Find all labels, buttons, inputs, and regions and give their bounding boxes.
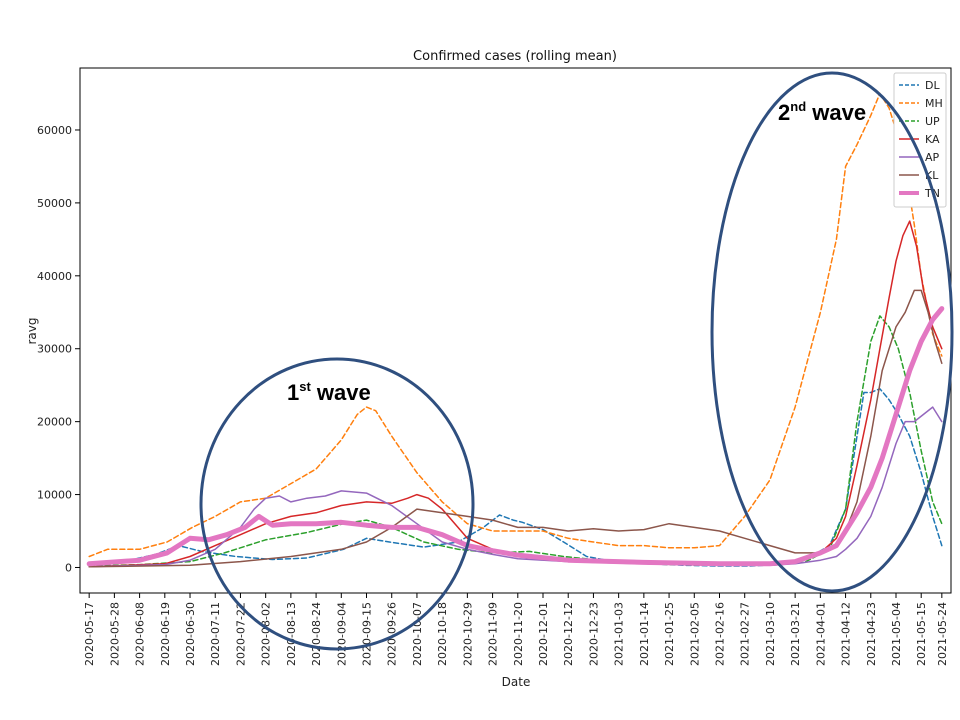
legend-box (893, 72, 947, 208)
x-tick-label: 2021-05-15 (915, 602, 928, 666)
x-tick-label: 2020-10-18 (436, 602, 449, 666)
x-tick-label: 2021-04-23 (865, 602, 878, 666)
x-tick-label: 2020-12-23 (587, 602, 600, 666)
x-tick-label: 2021-02-16 (713, 602, 726, 666)
x-tick-label: 2020-11-09 (487, 602, 500, 666)
y-axis: 0 10000 20000 30000 40000 50000 60000 (37, 124, 80, 574)
x-tick-label: 2020-09-15 (361, 602, 374, 666)
plot-area-frame (79, 67, 952, 594)
x-tick-label: 2020-08-24 (310, 602, 323, 666)
series-line-dl (88, 388, 943, 567)
second-wave-ellipse (710, 71, 954, 593)
series-line-mh (88, 92, 943, 558)
x-tick-label: 2020-07-11 (209, 602, 222, 666)
x-tick-label: 2021-03-21 (789, 602, 802, 666)
series-line-kl (88, 289, 943, 568)
series-layer (86, 92, 945, 568)
x-tick-label: 2020-09-04 (335, 602, 348, 666)
x-tick-label: 2021-05-24 (936, 602, 949, 666)
legend-label-mh: MH (925, 97, 943, 110)
x-tick-label: 2020-08-02 (260, 602, 273, 666)
series-line-up (88, 315, 943, 567)
legend-label-ap: AP (925, 151, 940, 164)
second-wave-label: 2nd wave (778, 99, 866, 125)
x-tick-label: 2020-06-08 (134, 602, 147, 666)
x-axis: 2020-05-17 2020-05-28 2020-06-08 2020-06-19… (83, 593, 949, 666)
x-tick-label: 2021-02-27 (739, 602, 752, 666)
first-wave-label: 1st wave (287, 379, 371, 405)
series-line-tn (86, 306, 945, 567)
x-tick-label: 2020-05-17 (83, 602, 96, 666)
y-tick-label: 20000 (37, 416, 72, 429)
y-axis-label: ravg (25, 317, 39, 344)
x-axis-label: Date (502, 675, 531, 689)
x-tick-label: 2020-05-28 (108, 602, 121, 666)
y-tick-label: 0 (65, 561, 72, 574)
x-tick-label: 2021-04-01 (814, 602, 827, 666)
x-tick-label: 2020-10-07 (411, 602, 424, 666)
y-tick-label: 10000 (37, 489, 72, 502)
x-tick-label: 2021-01-03 (613, 602, 626, 666)
y-tick-label: 30000 (37, 343, 72, 356)
x-tick-label: 2021-05-04 (890, 602, 903, 666)
x-tick-label: 2020-11-20 (512, 602, 525, 666)
y-tick-label: 50000 (37, 197, 72, 210)
x-tick-label: 2020-12-12 (562, 602, 575, 666)
x-tick-label: 2020-08-13 (285, 602, 298, 666)
x-tick-label: 2021-01-14 (638, 602, 651, 666)
x-tick-label: 2021-02-05 (688, 602, 701, 666)
x-tick-label: 2020-07-22 (234, 602, 247, 666)
legend-label-ka: KA (925, 133, 940, 146)
first-wave-ellipse (199, 357, 475, 651)
legend-label-dl: DL (925, 79, 940, 92)
x-tick-label: 2021-01-25 (663, 602, 676, 666)
chart-title: Confirmed cases (rolling mean) (413, 49, 617, 64)
x-tick-label: 2021-03-10 (764, 602, 777, 666)
y-tick-label: 60000 (37, 124, 72, 137)
x-tick-label: 2020-06-19 (159, 602, 172, 666)
x-tick-label: 2020-10-29 (461, 602, 474, 666)
x-tick-label: 2021-04-12 (840, 602, 853, 666)
series-line-ap (88, 406, 943, 568)
y-tick-label: 40000 (37, 270, 72, 283)
legend-label-up: UP (925, 115, 940, 128)
x-tick-label: 2020-09-26 (386, 602, 399, 666)
x-tick-label: 2020-06-30 (184, 602, 197, 666)
x-tick-label: 2020-12-01 (537, 602, 550, 666)
